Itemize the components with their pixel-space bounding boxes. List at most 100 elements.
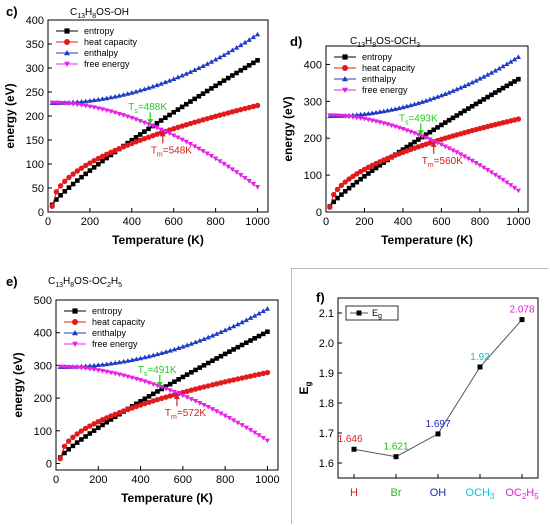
data-point-free-energy <box>400 127 406 132</box>
data-point-free-energy <box>137 118 143 124</box>
data-point-free-energy <box>133 376 139 382</box>
data-point-free-energy <box>212 156 219 162</box>
data-point-free-energy <box>204 151 210 157</box>
data-point-entropy <box>58 192 63 198</box>
data-point-entropy <box>458 110 463 116</box>
data-point-heat-capacity <box>196 118 202 124</box>
value-label: 1.92 <box>470 352 490 363</box>
data-point-heat-capacity <box>242 105 248 112</box>
data-point-free-energy <box>217 159 223 164</box>
data-point-heat-capacity <box>78 165 85 171</box>
data-point-entropy <box>435 125 440 130</box>
data-point-enthalpy <box>204 61 210 66</box>
data-point-enthalpy <box>484 72 491 77</box>
data-point-heat-capacity <box>141 135 148 142</box>
data-point-free-energy <box>146 380 152 386</box>
legend-marker <box>64 39 70 45</box>
data-point-enthalpy <box>511 56 518 62</box>
data-point-entropy <box>265 329 270 335</box>
data-point-heat-capacity <box>350 173 356 180</box>
data-point-entropy <box>201 363 207 368</box>
data-point-enthalpy <box>183 71 189 76</box>
legend-entry: free energy <box>92 339 138 349</box>
data-point-entropy <box>210 358 215 364</box>
data-point-entropy <box>504 83 510 89</box>
data-point-enthalpy <box>238 42 244 48</box>
data-point-enthalpy <box>458 85 464 90</box>
data-point-enthalpy <box>369 110 375 116</box>
data-point-entropy <box>95 161 101 167</box>
data-point-free-energy <box>99 107 106 112</box>
data-point-enthalpy <box>192 339 199 345</box>
data-point-entropy <box>516 76 521 82</box>
data-point-enthalpy <box>233 45 240 50</box>
data-point-entropy <box>252 335 258 341</box>
x-axis-label: Temperature (K) <box>112 233 204 247</box>
data-point-free-energy <box>49 100 55 106</box>
data-point-heat-capacity <box>95 155 101 162</box>
data-point-entropy <box>496 88 502 93</box>
data-point-entropy <box>243 340 249 346</box>
data-point-heat-capacity <box>82 425 89 432</box>
data-point-heat-capacity <box>91 158 97 164</box>
data-point-free-energy <box>508 183 514 188</box>
legend-entry: enthalpy <box>92 328 127 338</box>
data-point-entropy <box>142 129 147 134</box>
y-axis-label: energy (eV) <box>11 352 25 417</box>
data-point-entropy <box>172 379 177 385</box>
data-point-heat-capacity <box>70 171 76 177</box>
data-point-heat-capacity <box>124 142 131 148</box>
data-point-free-energy <box>183 139 189 145</box>
data-point-heat-capacity <box>125 406 131 413</box>
data-point-free-energy <box>209 407 216 412</box>
data-point-enthalpy <box>187 69 194 74</box>
data-point-entropy <box>150 391 156 397</box>
annotation-tm: Tm=572K <box>165 408 206 421</box>
data-point-entropy <box>481 97 487 102</box>
data-point-enthalpy <box>438 92 445 98</box>
y-tick-label: 200 <box>34 393 52 405</box>
data-point-free-energy <box>239 423 245 428</box>
data-point-entropy <box>342 189 348 194</box>
y-tick-label: 100 <box>34 426 52 438</box>
data-point-enthalpy <box>162 79 168 85</box>
legend-entry: enthalpy <box>362 74 397 84</box>
data-point-heat-capacity <box>225 110 231 116</box>
data-point-heat-capacity <box>342 179 348 185</box>
x-tick-label: 600 <box>165 216 183 228</box>
data-point-enthalpy <box>481 74 487 79</box>
data-point-entropy <box>512 79 517 84</box>
data-point-free-energy <box>338 113 345 119</box>
data-point-free-energy <box>214 409 220 414</box>
data-point-enthalpy <box>158 81 164 86</box>
data-point-entropy <box>239 342 245 348</box>
legend-marker <box>342 76 348 82</box>
y-tick-label: 1.8 <box>319 398 334 410</box>
data-point-heat-capacity <box>200 117 206 123</box>
data-point-entropy <box>431 127 437 133</box>
data-point-entropy <box>66 185 72 190</box>
data-point-free-energy <box>137 378 144 383</box>
data-point-heat-capacity <box>159 395 165 402</box>
data-point-entropy <box>146 126 151 132</box>
data-point-enthalpy <box>116 359 123 365</box>
x-tick-label: 600 <box>174 474 192 486</box>
data-point-entropy <box>66 446 71 452</box>
data-point-free-energy <box>208 154 215 159</box>
data-point-free-energy <box>133 117 139 123</box>
data-point-enthalpy <box>488 70 495 75</box>
data-point-entropy <box>146 394 152 399</box>
data-point-entropy <box>350 182 356 188</box>
data-point-free-energy <box>438 142 445 148</box>
data-point-enthalpy <box>108 94 114 100</box>
data-point-free-energy <box>197 400 203 406</box>
data-point-free-energy <box>357 116 364 121</box>
data-point-entropy <box>204 88 210 94</box>
x-tick-label: 800 <box>471 216 489 228</box>
data-point-enthalpy <box>121 358 127 364</box>
data-point-free-energy <box>99 368 106 374</box>
data-point-free-energy <box>225 164 231 170</box>
data-point-entropy <box>137 132 143 137</box>
data-point-free-energy <box>82 366 89 372</box>
data-point-heat-capacity <box>108 413 114 419</box>
